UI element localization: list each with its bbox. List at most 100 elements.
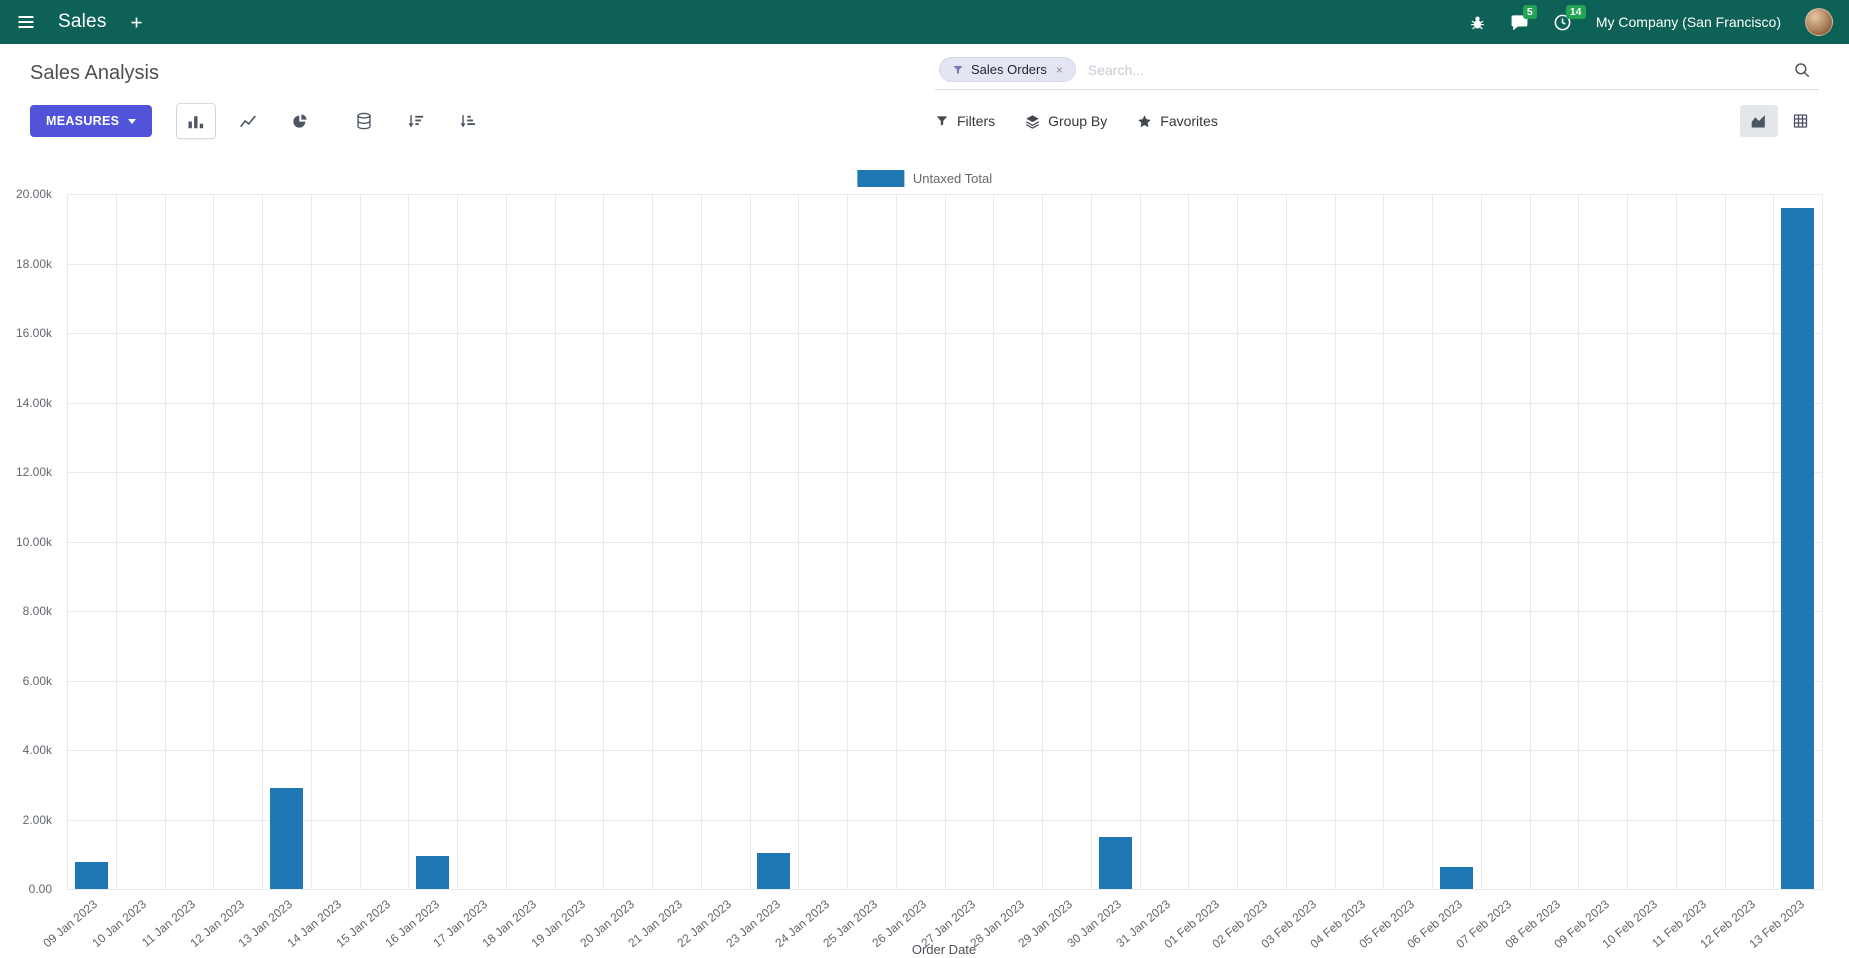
control-panel-row-bottom: MEASURES <box>30 102 1819 140</box>
debug-bug-icon[interactable] <box>1469 14 1486 31</box>
navbar-left: Sales <box>16 11 144 33</box>
messages-button[interactable]: 5 <box>1510 4 1537 32</box>
search-options: Filters Group By Favorites <box>935 113 1218 129</box>
bar[interactable] <box>1098 836 1132 889</box>
gridline <box>67 889 1822 890</box>
gridline <box>1578 194 1580 889</box>
line-chart-button[interactable] <box>228 103 268 139</box>
chat-bubble-icon <box>1510 13 1529 32</box>
clock-icon <box>1553 13 1572 32</box>
layers-icon <box>1025 114 1040 129</box>
bar[interactable] <box>1439 867 1473 889</box>
gridline <box>798 194 800 889</box>
legend-swatch <box>856 170 904 187</box>
top-navbar: Sales 5 14 My Company (San Francisco) <box>0 0 1849 44</box>
y-tick-label: 0.00 <box>28 882 52 896</box>
activities-badge: 14 <box>1565 4 1586 19</box>
bar[interactable] <box>269 788 303 889</box>
group-by-button[interactable]: Group By <box>1025 113 1107 129</box>
chart: Untaxed Total 0.00 2.00k 4.00k 6.00k 8.00k 10… <box>0 150 1849 958</box>
gridline <box>1090 194 1092 889</box>
control-panel: Sales Analysis Sales Orders × Search... … <box>0 44 1849 150</box>
gridline <box>262 194 263 889</box>
gridline <box>1480 194 1482 889</box>
legend-label: Untaxed Total <box>912 171 993 186</box>
gridline <box>1237 194 1238 889</box>
view-switcher <box>1740 105 1819 137</box>
facet-remove-icon[interactable]: × <box>1055 62 1063 77</box>
activities-button[interactable]: 14 <box>1553 4 1586 32</box>
pivot-view-button[interactable] <box>1781 105 1819 137</box>
bar-chart-button[interactable] <box>176 103 217 139</box>
messages-badge: 5 <box>1522 4 1537 19</box>
pie-chart-button[interactable] <box>280 103 320 139</box>
gridline <box>1139 194 1141 889</box>
gridline <box>164 194 166 889</box>
search-input[interactable]: Search... <box>1087 61 1144 78</box>
measures-button[interactable]: MEASURES <box>30 105 153 137</box>
favorites-button[interactable]: Favorites <box>1137 113 1218 129</box>
company-switcher[interactable]: My Company (San Francisco) <box>1595 14 1781 30</box>
avatar[interactable] <box>1805 8 1833 36</box>
gridline <box>944 194 946 889</box>
y-tick-label: 20.00k <box>15 187 52 201</box>
sort-asc-button[interactable] <box>448 103 488 139</box>
legend[interactable]: Untaxed Total <box>856 170 993 187</box>
bar[interactable] <box>74 861 108 889</box>
gridline <box>115 194 117 889</box>
plot-area <box>67 194 1823 890</box>
funnel-icon <box>935 114 949 128</box>
measures-label: MEASURES <box>46 114 120 128</box>
bar[interactable] <box>416 856 450 889</box>
gridline <box>1383 194 1385 889</box>
gridline <box>359 194 361 889</box>
bar[interactable] <box>1781 207 1815 889</box>
search-facet[interactable]: Sales Orders × <box>939 57 1076 82</box>
bar[interactable] <box>757 852 791 889</box>
gridline <box>67 194 68 889</box>
app-name[interactable]: Sales <box>58 11 107 32</box>
gridline <box>652 194 653 889</box>
graph-view-button[interactable] <box>1740 105 1778 137</box>
gridline <box>505 194 507 889</box>
gridline <box>749 194 751 889</box>
y-tick-label: 18.00k <box>15 256 52 271</box>
star-icon <box>1137 114 1152 129</box>
gridline <box>213 194 215 889</box>
gridline <box>1724 194 1726 889</box>
gridline <box>1529 194 1531 889</box>
facet-label: Sales Orders <box>971 62 1047 77</box>
plus-icon[interactable] <box>129 15 144 30</box>
gridline <box>1675 194 1677 889</box>
sort-desc-button[interactable] <box>396 103 436 139</box>
control-panel-row-top: Sales Analysis Sales Orders × Search... <box>30 56 1819 90</box>
y-tick-label: 2.00k <box>22 812 52 827</box>
gridline <box>1188 194 1190 889</box>
y-tick-label: 10.00k <box>15 534 52 549</box>
gridline <box>554 194 556 889</box>
gridline <box>1627 194 1628 889</box>
y-tick-label: 12.00k <box>15 465 52 479</box>
gridline <box>1285 194 1287 889</box>
chart-type-toolbar <box>176 103 488 139</box>
y-tick-label: 8.00k <box>22 604 52 618</box>
gridline <box>993 194 995 889</box>
search-bar[interactable]: Sales Orders × Search... <box>935 56 1819 90</box>
gridline <box>700 194 702 889</box>
stacked-toggle-button[interactable] <box>344 103 384 139</box>
page-title: Sales Analysis <box>30 61 159 84</box>
gridline <box>457 194 458 889</box>
gridline <box>310 194 312 889</box>
y-tick-label: 4.00k <box>22 743 52 757</box>
gridline <box>1042 194 1043 889</box>
filter-icon <box>952 64 964 76</box>
filters-button[interactable]: Filters <box>935 113 995 129</box>
caret-down-icon <box>128 118 137 124</box>
menu-icon[interactable] <box>16 12 36 32</box>
search-icon[interactable] <box>1793 61 1811 79</box>
group-by-label: Group By <box>1048 113 1108 129</box>
gridline <box>1773 194 1775 889</box>
gridline <box>1822 194 1823 889</box>
y-tick-label: 16.00k <box>15 326 52 340</box>
gridline <box>1334 194 1336 889</box>
